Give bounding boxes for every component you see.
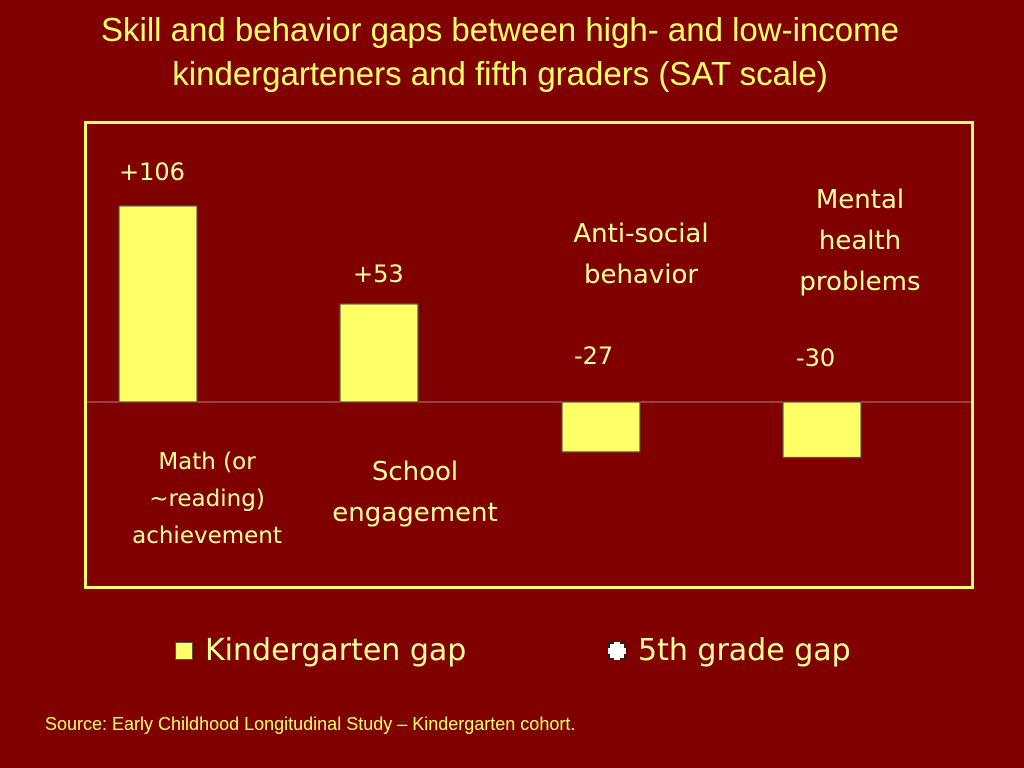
category-label-1-line-1: engagement — [332, 498, 497, 528]
category-label-2-line-1: behavior — [584, 260, 698, 290]
bar-kindergarten-3 — [782, 401, 862, 459]
chart-title: Skill and behavior gaps between high- an… — [0, 8, 1000, 96]
value-label-3: -30 — [796, 344, 835, 372]
bar-kindergarten-2 — [561, 401, 641, 453]
value-label-1: +53 — [353, 260, 404, 288]
category-label-3-line-1: health — [819, 226, 901, 256]
legend-label-5th-grade: 5th grade gap — [638, 633, 851, 668]
chart-title-line2: kindergarteners and fifth graders (SAT s… — [172, 55, 828, 92]
legend-swatch-5th-grade — [608, 641, 626, 660]
bar-kindergarten-1 — [339, 303, 419, 403]
legend-item-kindergarten: Kindergarten gap — [175, 633, 466, 668]
category-label-3-line-0: Mental — [816, 185, 904, 215]
category-label-0-line-1: ~reading) — [149, 486, 265, 512]
legend-label-kindergarten: Kindergarten gap — [205, 633, 467, 668]
value-label-2: -27 — [574, 342, 613, 370]
category-label-0-line-2: achievement — [132, 523, 282, 549]
category-label-2-line-0: Anti-social — [573, 219, 708, 249]
bar-kindergarten-0 — [118, 205, 198, 403]
chart-plot-area: +106 +53 -27 -30 Math (or ~reading) achievemen… — [84, 121, 974, 589]
category-label-3-line-2: problems — [799, 267, 920, 297]
source-note: Source: Early Childhood Longitudinal Stu… — [45, 714, 576, 734]
bar-chart: +106 +53 -27 -30 Math (or ~reading) achievemen… — [87, 158, 971, 549]
legend-item-5th-grade: 5th grade gap — [608, 633, 851, 668]
category-label-1-line-0: School — [372, 457, 458, 487]
chart-title-line1: Skill and behavior gaps between high- an… — [101, 11, 899, 48]
legend-swatch-kindergarten — [175, 641, 193, 660]
chart-legend: Kindergarten gap 5th grade gap — [0, 633, 1024, 683]
value-label-0: +106 — [119, 158, 185, 186]
category-label-0-line-0: Math (or — [158, 449, 256, 475]
